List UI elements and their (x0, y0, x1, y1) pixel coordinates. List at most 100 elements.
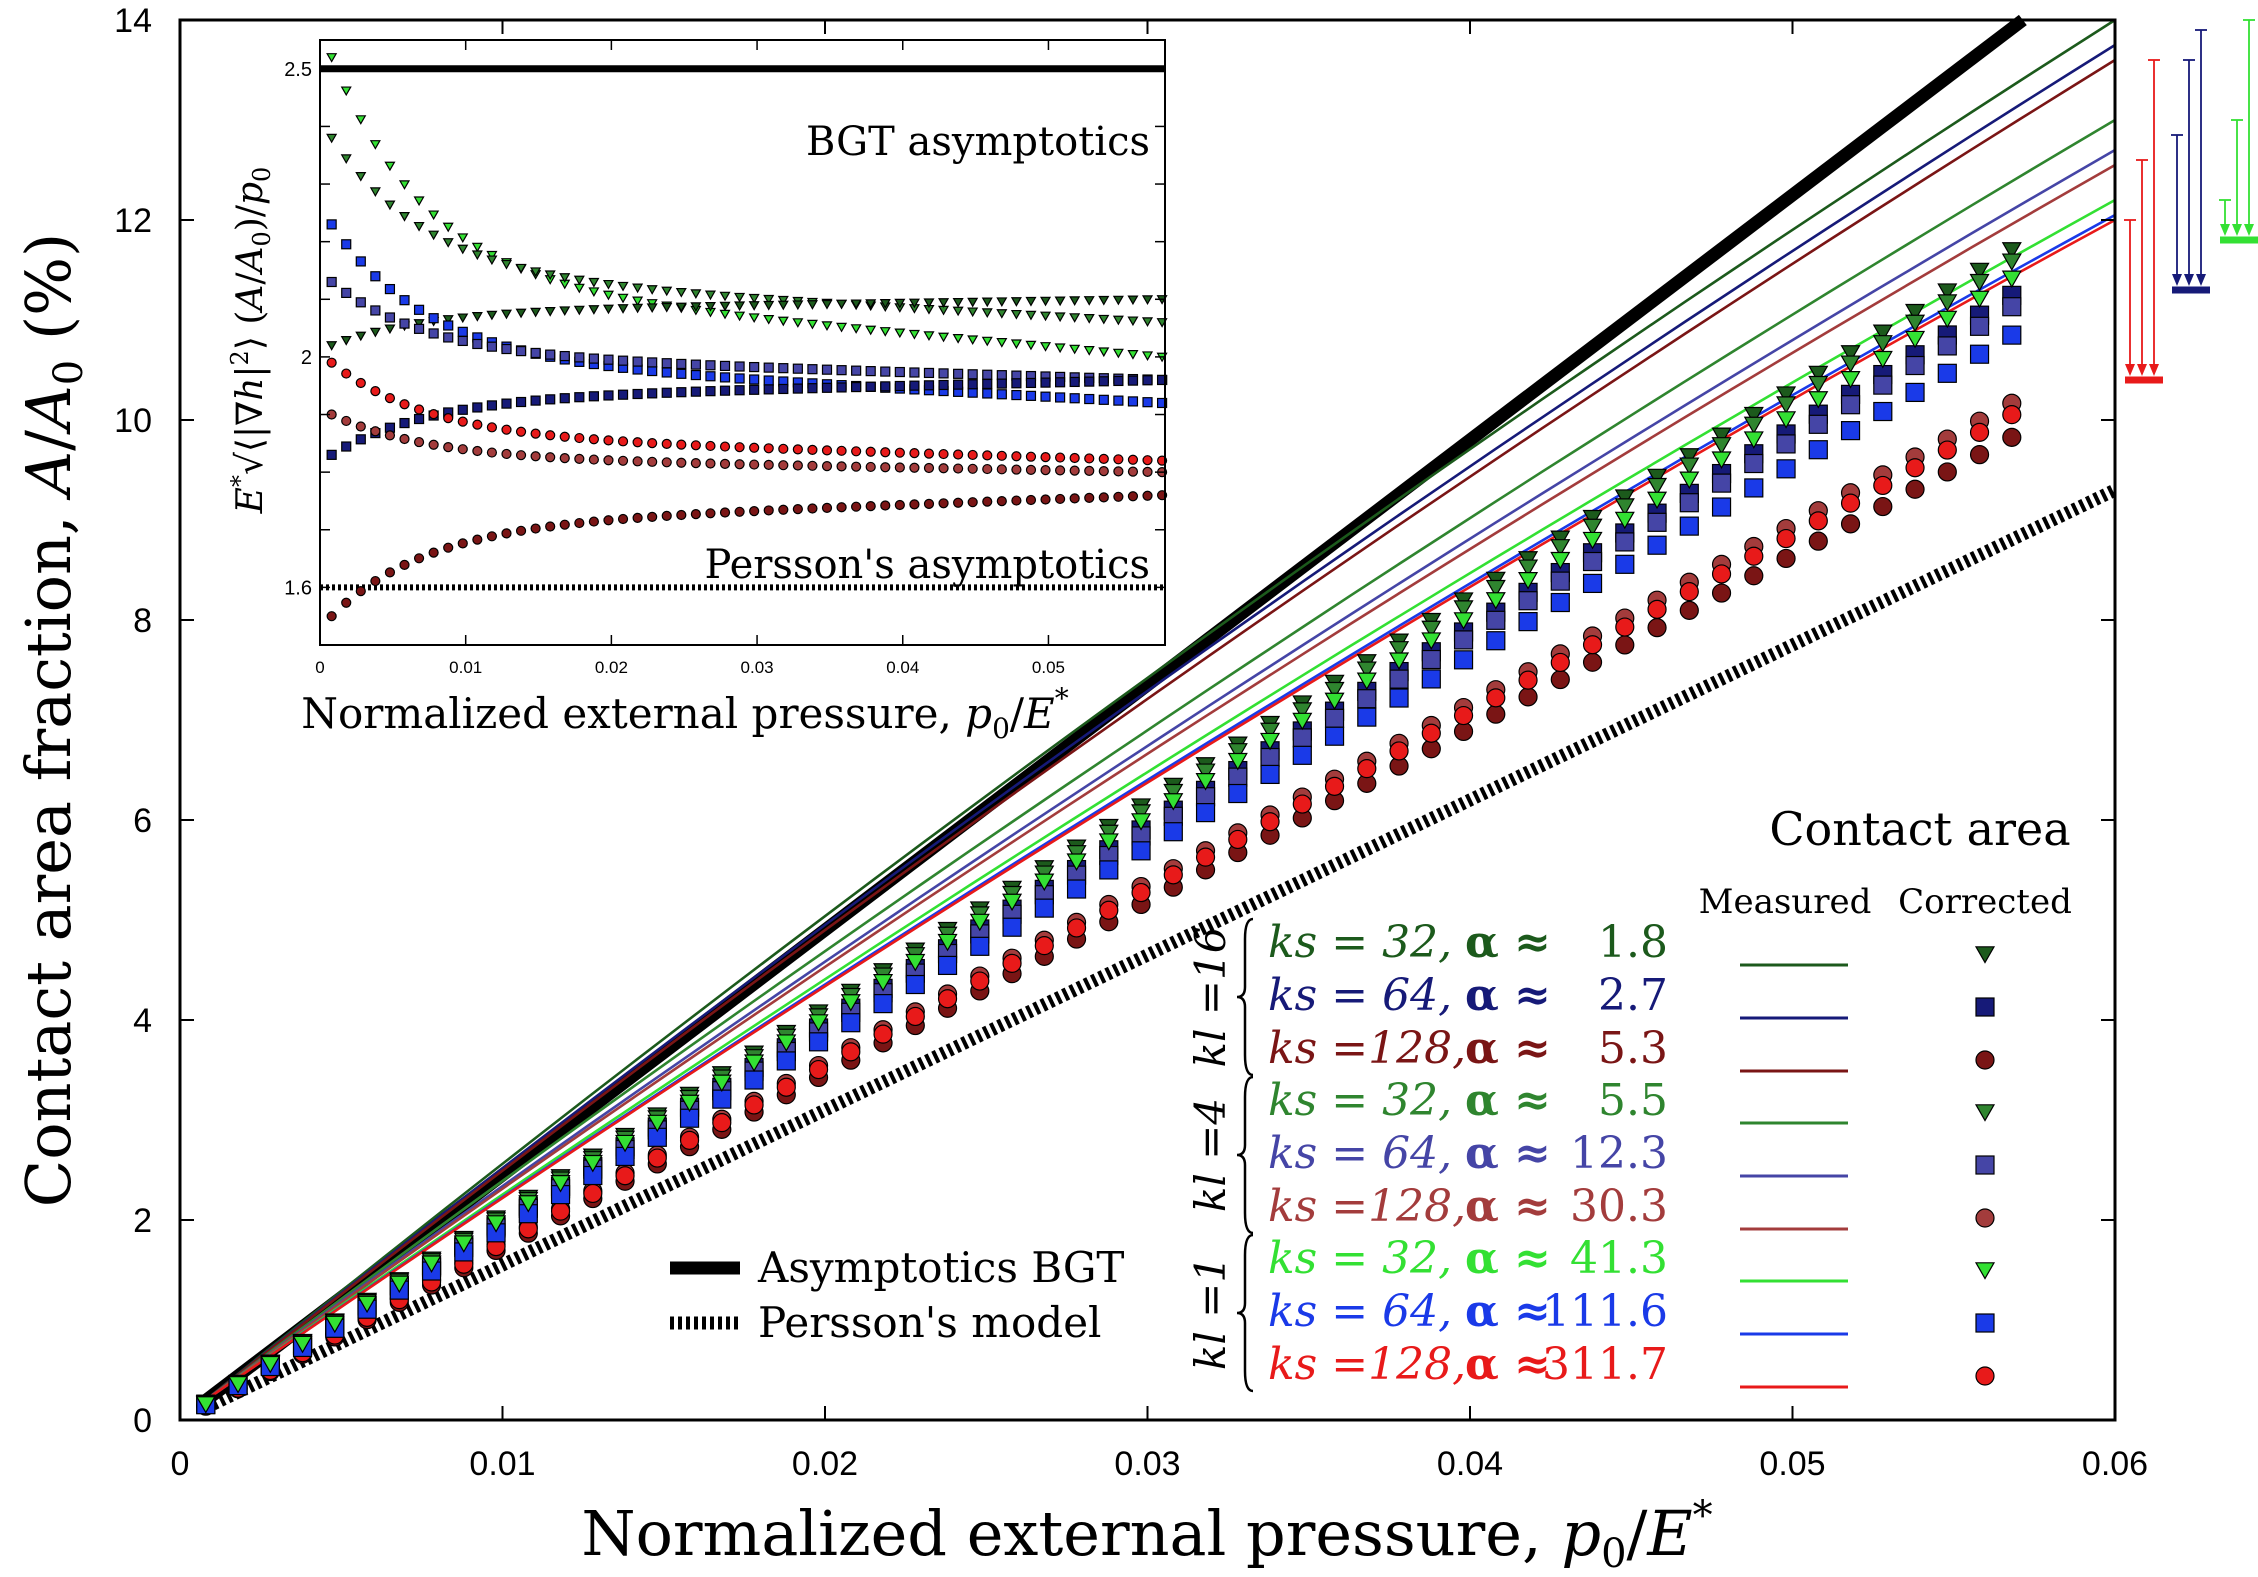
inset-data-point (413, 323, 425, 334)
data-point (1808, 531, 1828, 551)
data-point (840, 994, 861, 1012)
inset-data-point (894, 366, 905, 378)
inset-data-point (704, 301, 716, 312)
inset-data-point (646, 285, 658, 295)
data-point (905, 953, 926, 972)
measured-line-kl-16-ks-128 (204, 58, 2116, 1402)
inset-data-point (763, 375, 774, 386)
data-point (1711, 427, 1732, 446)
correction-arrow-head (2196, 274, 2206, 286)
data-point (1743, 416, 1764, 435)
inset-data-point (851, 381, 862, 393)
inset-data-point (1084, 393, 1095, 405)
inset-data-point (821, 460, 833, 472)
data-point (1615, 617, 1635, 637)
data-point (583, 1183, 603, 1204)
inset-data-point (953, 368, 964, 379)
inset-data-point (428, 409, 439, 420)
inset-data-point (428, 210, 440, 221)
inset-data-point (719, 360, 731, 372)
inset-data-point (486, 341, 498, 352)
data-point (1550, 592, 1570, 613)
inset-data-point (704, 290, 716, 301)
inset-data-point (1025, 310, 1037, 321)
inset-data-point (588, 305, 600, 315)
legend-ks-label: ks = 32, (1268, 1233, 1452, 1284)
inset-data-point (486, 531, 498, 542)
data-point (1131, 841, 1151, 861)
data-point (1550, 571, 1570, 591)
inset-data-point (515, 426, 527, 437)
inset-data-point (617, 355, 629, 366)
data-point (1679, 457, 1700, 476)
inset-data-point (894, 499, 905, 511)
y-tick-label: 8 (133, 602, 152, 640)
inset-data-point (647, 456, 658, 467)
inset-data-point (763, 294, 775, 305)
inset-data-point (442, 315, 454, 325)
inset-data-point (1142, 466, 1153, 477)
data-point (1357, 707, 1377, 727)
data-point (1582, 652, 1603, 672)
data-point (776, 1034, 797, 1052)
inset-data-point (647, 357, 658, 368)
data-point (1679, 471, 1700, 490)
inset-data-point (413, 196, 425, 207)
data-point (1034, 936, 1054, 956)
correction-arrow-head (2220, 224, 2230, 236)
legend-corrected-marker (1974, 946, 1996, 964)
inset-data-point (778, 383, 789, 395)
inset-data-point (719, 441, 731, 452)
inset-data-point (690, 289, 702, 299)
inset-data-point (1025, 377, 1037, 389)
data-point (1421, 632, 1442, 650)
inset-series-kl-16-ks-32 (326, 295, 1168, 351)
inset-data-point (705, 508, 716, 519)
data-point (1292, 728, 1312, 748)
inset-data-point (719, 291, 731, 302)
inset-data-point (341, 287, 352, 299)
inset-data-point (355, 377, 366, 389)
data-point (1808, 440, 1828, 460)
main-legend-reference: Asymptotics BGT Persson's model (670, 1243, 1124, 1347)
inset-data-point (749, 505, 760, 517)
data-point (389, 1275, 410, 1294)
inset-data-point (734, 361, 745, 372)
inset-data-point (326, 341, 338, 351)
legend-ks-label: ks = 64, (1268, 970, 1452, 1021)
inset-data-point (967, 335, 979, 346)
inset-data-point (661, 367, 672, 378)
inset-data-point (326, 219, 337, 230)
data-point (1840, 514, 1861, 534)
inset-data-point (1025, 494, 1037, 506)
inset-x-tick-label: 0.01 (449, 658, 482, 677)
inset-data-point (923, 462, 935, 474)
data-point (1582, 635, 1603, 655)
data-point (647, 1114, 668, 1133)
inset-y-axis-label: E*√⟨|∇h|2⟩ (A/A0)/p0 (226, 167, 276, 515)
inset-data-point (748, 301, 760, 311)
data-point (1840, 395, 1861, 415)
data-point (2001, 253, 2022, 272)
inset-data-point (1141, 317, 1154, 327)
data-point (1647, 599, 1667, 619)
legend-title: Contact area (1769, 802, 2070, 856)
inset-data-point (545, 394, 556, 405)
data-point (1679, 600, 1699, 620)
data-point (1163, 865, 1183, 885)
data-point (1647, 477, 1668, 496)
data-point (970, 936, 990, 956)
y-tick-label: 4 (133, 1002, 152, 1040)
inset-data-point (821, 321, 833, 331)
inset-data-point (1142, 397, 1153, 408)
inset-data-point (1040, 452, 1051, 463)
inset-data-point (734, 301, 746, 312)
data-point (1195, 773, 1216, 791)
main-data-layer (195, 14, 2118, 1416)
y-tick-label: 12 (114, 202, 152, 240)
inset-data-point (1055, 493, 1066, 505)
legend-alpha-symbol: α ≈ (1465, 970, 1551, 1021)
legend-alpha-symbol: α ≈ (1465, 1023, 1551, 1074)
inset-data-point (574, 517, 585, 529)
inset-data-point (675, 288, 687, 298)
